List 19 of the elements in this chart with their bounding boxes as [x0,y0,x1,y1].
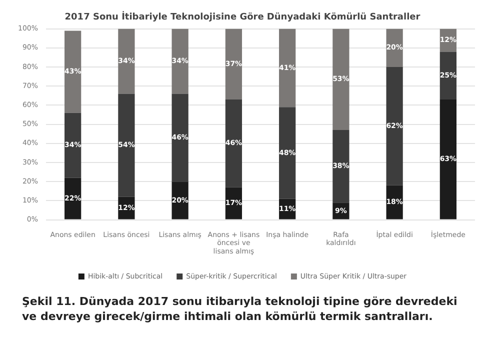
bar [172,182,188,220]
bar [440,99,456,220]
text: Şekil 11. Dünyada 2017 sonu itibarıyla teknoloji tipine göre devredeki ve devreye girecek/girme ihtimali olan kömürlü termik santralları. [22,294,458,324]
bar [332,130,350,203]
bar [64,112,82,178]
bar [172,28,188,94]
bar [225,99,242,188]
bar [118,94,135,197]
bar [64,178,82,220]
bar [440,52,456,100]
bar [279,107,296,199]
chart-title: 2017 Sonu İtibariyle Teknolojisine Göre Dünyadaki Kömürlü Santraller [64,10,421,23]
bar [172,94,188,182]
bar [225,28,242,100]
bar [64,30,82,113]
bar [118,28,135,94]
bar [386,67,403,186]
bar [279,28,296,108]
bar [332,28,350,130]
